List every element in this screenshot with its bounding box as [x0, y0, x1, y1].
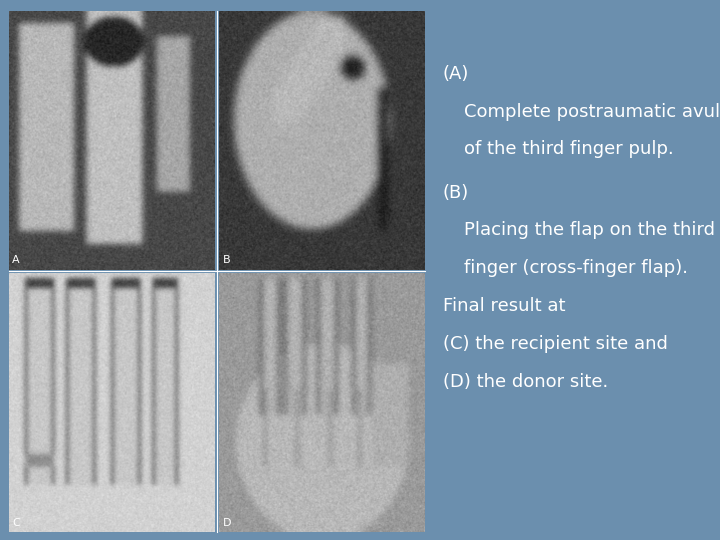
- Text: A: A: [12, 255, 20, 266]
- Text: Final result at: Final result at: [443, 297, 565, 315]
- Text: (B): (B): [443, 184, 469, 201]
- Text: (C) the recipient site and: (C) the recipient site and: [443, 335, 667, 353]
- Text: finger (cross-finger flap).: finger (cross-finger flap).: [464, 259, 688, 277]
- Text: C: C: [12, 517, 20, 528]
- Text: B: B: [222, 255, 230, 266]
- Text: D: D: [222, 517, 231, 528]
- Text: Placing the flap on the third: Placing the flap on the third: [464, 221, 716, 239]
- Text: (D) the donor site.: (D) the donor site.: [443, 373, 608, 390]
- Text: (A): (A): [443, 65, 469, 83]
- Text: Complete postraumatic avulsion: Complete postraumatic avulsion: [464, 103, 720, 120]
- Text: of the third finger pulp.: of the third finger pulp.: [464, 140, 674, 158]
